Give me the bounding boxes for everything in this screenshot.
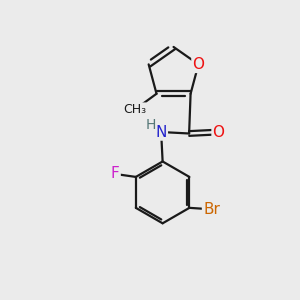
Text: Br: Br	[203, 202, 220, 217]
Text: CH₃: CH₃	[123, 103, 146, 116]
Text: O: O	[213, 124, 225, 140]
Text: H: H	[146, 118, 156, 132]
Text: F: F	[111, 167, 120, 182]
Text: N: N	[155, 124, 167, 140]
Text: O: O	[193, 57, 205, 72]
